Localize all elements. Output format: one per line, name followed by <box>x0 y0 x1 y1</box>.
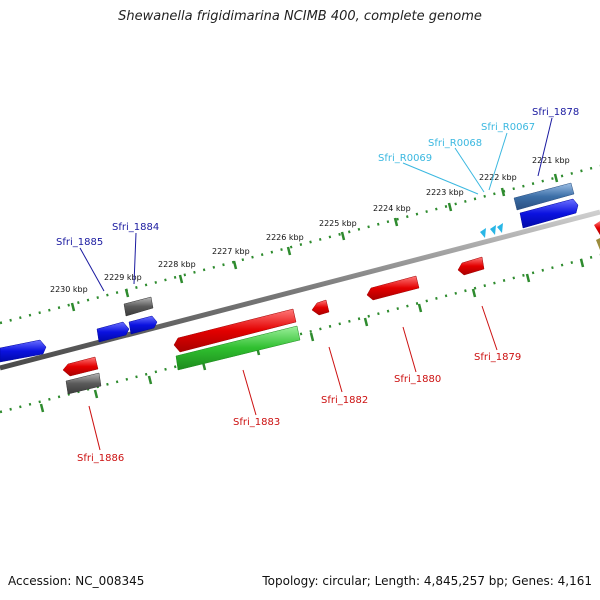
kbp-label-2225: 2225 kbp <box>319 219 357 228</box>
tick-2226 <box>286 246 292 256</box>
gene-sfri-1879-arrow[interactable] <box>457 256 485 276</box>
trna-sfri-r0067-marker[interactable] <box>497 223 503 233</box>
tick-2222 <box>500 187 506 197</box>
label-sfri-1883[interactable]: Sfri_1883 <box>233 417 280 428</box>
label-sfri-1882[interactable]: Sfri_1882 <box>321 395 368 406</box>
inner-tick-9 <box>147 375 153 385</box>
leader-sfri-1880 <box>402 326 417 373</box>
reverse-genes <box>62 221 600 395</box>
leader-sfri-1878 <box>537 117 553 177</box>
leader-sfri-1883 <box>242 369 257 416</box>
topology-text: Topology: circular; Length: 4,845,257 bp… <box>262 574 592 588</box>
label-sfri-1885[interactable]: Sfri_1885 <box>56 237 103 248</box>
map-title: Shewanella frigidimarina NCIMB 400, comp… <box>118 9 482 24</box>
inner-tick-6 <box>309 332 315 342</box>
leader-sfri-r0068 <box>454 147 485 193</box>
trna-sfri-r0069-marker[interactable] <box>480 228 486 238</box>
kbp-label-2230: 2230 kbp <box>50 285 88 294</box>
kbp-label-2227: 2227 kbp <box>212 247 250 256</box>
leader-lines <box>79 117 553 451</box>
leader-sfri-1882 <box>328 346 343 393</box>
tick-2228 <box>178 274 184 284</box>
gene-sfri-1883-red-arrow[interactable] <box>173 308 297 353</box>
gene-left-edge-arrow[interactable] <box>0 339 47 363</box>
inner-tick-4 <box>417 303 423 313</box>
genome-backbone <box>0 209 600 371</box>
gene-sfri-1882-arrow[interactable] <box>311 299 330 316</box>
label-sfri-r0069[interactable]: Sfri_R0069 <box>378 153 432 164</box>
leader-sfri-1879 <box>481 305 498 351</box>
gene-right-edge-olive[interactable] <box>596 238 600 250</box>
label-sfri-1880[interactable]: Sfri_1880 <box>394 374 441 385</box>
kbp-label-2222: 2222 kbp <box>479 173 517 182</box>
kbp-label-2226: 2226 kbp <box>266 233 304 242</box>
inner-tick-10 <box>93 389 99 399</box>
kbp-label-2223: 2223 kbp <box>426 188 464 197</box>
kbp-label-2221: 2221 kbp <box>532 156 570 165</box>
gene-sfri-1886-gray-arrow[interactable] <box>65 372 102 395</box>
label-sfri-1884[interactable]: Sfri_1884 <box>112 222 159 233</box>
inner-tick-1 <box>579 258 585 268</box>
gene-sfri-1880-arrow[interactable] <box>366 275 420 301</box>
tick-2225 <box>340 231 346 241</box>
forward-major-ticks <box>70 173 559 312</box>
gene-sfri-1884-arrow[interactable] <box>128 315 158 335</box>
tick-2221 <box>553 173 559 183</box>
leader-sfri-1886 <box>88 405 101 451</box>
inner-tick-2 <box>525 273 531 283</box>
label-sfri-1878[interactable]: Sfri_1878 <box>532 107 579 118</box>
gene-sfri-1885-arrow[interactable] <box>96 321 130 343</box>
inner-tick-3 <box>471 288 477 298</box>
kbp-label-2224: 2224 kbp <box>373 204 411 213</box>
leader-sfri-1885 <box>79 247 105 292</box>
accession-text: Accession: NC_008345 <box>8 574 145 588</box>
tick-2224 <box>393 217 399 227</box>
gene-sfri-1884-gray-arrow[interactable] <box>123 296 154 317</box>
trna-sfri-r0068-marker[interactable] <box>490 225 496 235</box>
leader-sfri-r0067 <box>488 132 508 191</box>
gene-sfri-1878-arrow[interactable] <box>519 198 579 229</box>
gene-rna-blue-arrow[interactable] <box>513 182 575 211</box>
inner-tick-5 <box>363 317 369 327</box>
forward-genes <box>0 182 579 363</box>
kbp-label-2228: 2228 kbp <box>158 260 196 269</box>
gene-sfri-1886-red-arrow[interactable] <box>62 356 99 377</box>
tick-2223 <box>447 202 453 212</box>
kbp-label-2229: 2229 kbp <box>104 273 142 282</box>
leader-sfri-r0069 <box>402 162 479 195</box>
gene-sfri-1883-green-arrow[interactable] <box>175 325 301 371</box>
label-sfri-1879[interactable]: Sfri_1879 <box>474 352 521 363</box>
label-sfri-r0068[interactable]: Sfri_R0068 <box>428 138 482 149</box>
tick-2229 <box>124 288 130 298</box>
inner-tick-11 <box>39 403 45 413</box>
gene-right-edge-red[interactable] <box>594 221 600 235</box>
leader-sfri-1884 <box>133 232 137 285</box>
tick-2230 <box>70 302 76 312</box>
forward-scale-line <box>0 164 600 325</box>
label-sfri-r0067[interactable]: Sfri_R0067 <box>481 122 535 133</box>
tick-2227 <box>232 260 238 270</box>
label-sfri-1886[interactable]: Sfri_1886 <box>77 453 124 464</box>
